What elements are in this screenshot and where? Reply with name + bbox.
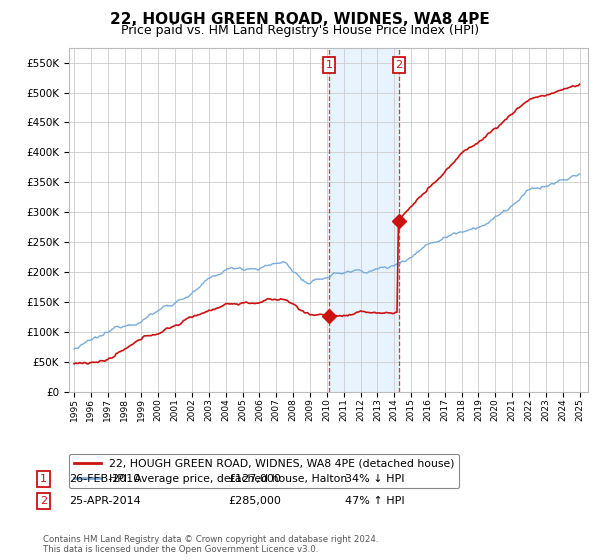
Text: 22, HOUGH GREEN ROAD, WIDNES, WA8 4PE: 22, HOUGH GREEN ROAD, WIDNES, WA8 4PE [110, 12, 490, 27]
Text: 2: 2 [40, 496, 47, 506]
Text: 1: 1 [40, 474, 47, 484]
Text: 1: 1 [325, 60, 332, 70]
Text: Price paid vs. HM Land Registry's House Price Index (HPI): Price paid vs. HM Land Registry's House … [121, 24, 479, 36]
Text: 34% ↓ HPI: 34% ↓ HPI [345, 474, 404, 484]
Text: 26-FEB-2010: 26-FEB-2010 [69, 474, 140, 484]
Bar [329, 48, 399, 392]
Text: 2: 2 [395, 60, 403, 70]
Text: 47% ↑ HPI: 47% ↑ HPI [345, 496, 404, 506]
Legend: 22, HOUGH GREEN ROAD, WIDNES, WA8 4PE (detached house), HPI: Average price, deta: 22, HOUGH GREEN ROAD, WIDNES, WA8 4PE (d… [69, 454, 459, 488]
Text: £127,000: £127,000 [228, 474, 281, 484]
Text: 25-APR-2014: 25-APR-2014 [69, 496, 141, 506]
Text: Contains HM Land Registry data © Crown copyright and database right 2024.
This d: Contains HM Land Registry data © Crown c… [43, 535, 379, 554]
Text: £285,000: £285,000 [228, 496, 281, 506]
